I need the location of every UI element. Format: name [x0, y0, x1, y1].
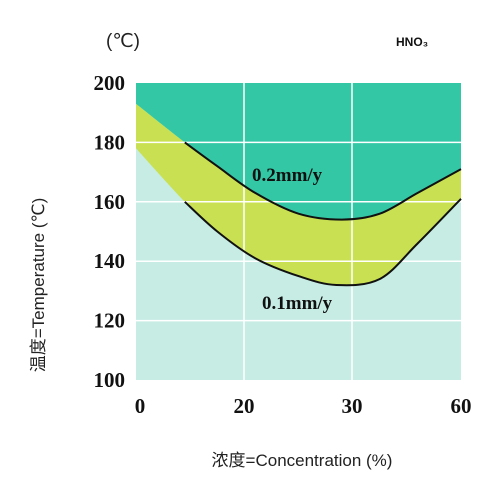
curve-0.2mm-y — [184, 141, 462, 221]
y-tick-180: 180 — [94, 130, 126, 154]
y-tick-labels: 100 120 140 160 180 200 — [94, 71, 126, 392]
x-tick-20: 20 — [234, 394, 255, 418]
unit-label: (℃) — [106, 31, 140, 52]
y-tick-100: 100 — [94, 368, 126, 392]
grid — [136, 83, 461, 380]
series-label-upper: 0.2mm/y — [252, 165, 323, 186]
x-tick-60: 60 — [451, 394, 472, 418]
band-region — [136, 103, 461, 286]
x-tick-0: 0 — [135, 394, 146, 418]
curve-0.1mm-y — [184, 198, 462, 287]
series-label-lower: 0.1mm/y — [262, 293, 333, 314]
y-tick-140: 140 — [94, 249, 126, 273]
x-axis-label: 浓度=Concentration (%) — [212, 451, 393, 470]
y-tick-160: 160 — [94, 190, 126, 214]
y-tick-200: 200 — [94, 71, 126, 95]
x-tick-labels: 0 20 30 60 — [135, 394, 472, 418]
x-tick-30: 30 — [342, 394, 363, 418]
chart-title: HNO₃ — [396, 35, 428, 49]
y-tick-120: 120 — [94, 309, 126, 333]
y-axis-label: 温度=Temperature (℃) — [29, 198, 48, 373]
upper-region — [136, 83, 461, 220]
